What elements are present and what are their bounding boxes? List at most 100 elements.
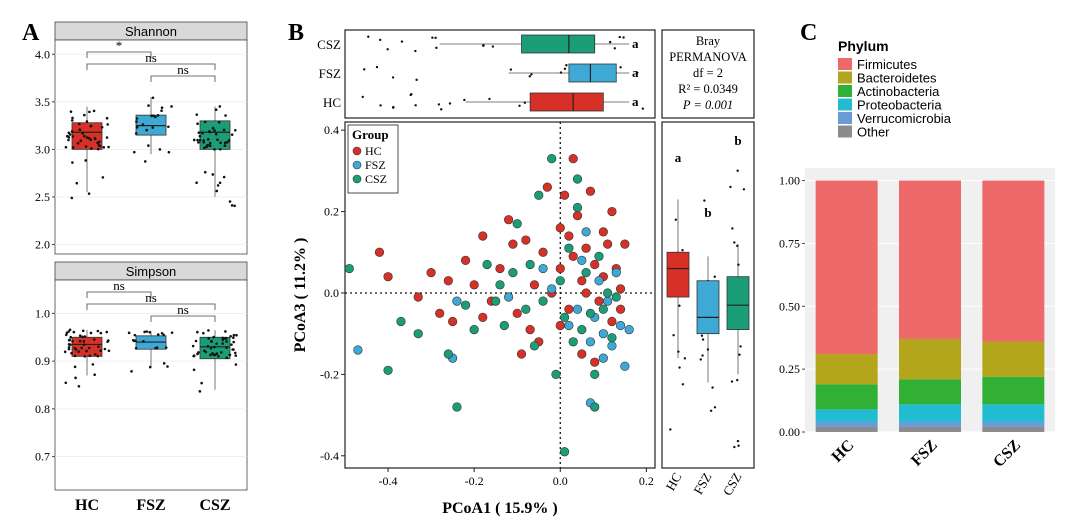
data-point	[219, 351, 223, 354]
data-point	[145, 128, 148, 132]
y-tick-label: 2.0	[35, 237, 50, 251]
data-point	[375, 65, 379, 69]
panel-label-b: B	[288, 20, 304, 46]
data-point	[92, 338, 96, 341]
data-point	[105, 136, 109, 139]
point-hc	[581, 288, 591, 298]
group-letter: a	[632, 65, 639, 80]
data-point	[736, 244, 739, 248]
significance-bracket	[150, 315, 216, 322]
data-point	[448, 102, 452, 105]
point-csz	[559, 312, 570, 322]
data-point	[222, 175, 226, 179]
group-letter: b	[734, 133, 741, 148]
point-fsz	[598, 329, 608, 339]
point-fsz	[538, 263, 548, 274]
significance-bracket	[86, 63, 216, 70]
data-point	[701, 338, 705, 341]
y-tick-label: 1.0	[35, 306, 50, 320]
data-point	[221, 342, 224, 345]
point-hc	[564, 304, 574, 314]
data-point	[74, 376, 77, 380]
data-point	[79, 139, 83, 143]
point-hc	[615, 284, 626, 294]
y-tick-label: -0.2	[320, 367, 339, 381]
box-csz	[726, 276, 750, 330]
data-point	[73, 365, 77, 369]
bar-segment-firmicutes	[982, 180, 1045, 342]
data-point	[154, 115, 157, 119]
data-point	[206, 143, 209, 147]
data-point	[84, 159, 88, 162]
data-point	[107, 339, 110, 342]
data-point	[214, 108, 218, 112]
data-point	[208, 144, 211, 147]
data-point	[192, 368, 196, 372]
data-point	[67, 138, 70, 142]
point-csz	[607, 333, 617, 343]
data-point	[218, 105, 222, 108]
data-point	[437, 103, 441, 106]
data-point	[97, 345, 100, 349]
data-point	[160, 109, 163, 113]
point-hc	[568, 154, 578, 164]
data-point	[681, 383, 685, 386]
data-point	[233, 204, 236, 208]
data-point	[71, 135, 75, 138]
category-label: HC	[323, 95, 341, 110]
point-hc	[555, 320, 565, 331]
box-fsz	[696, 280, 720, 335]
category-label: FSZ	[690, 470, 714, 497]
data-point	[147, 104, 150, 107]
data-point	[135, 120, 138, 123]
data-point	[232, 333, 236, 337]
top-marginal-boxplot: CSZ a FSZ a HC a	[317, 29, 656, 119]
point-csz	[460, 300, 471, 310]
point-csz	[581, 268, 591, 278]
data-point	[731, 227, 734, 230]
point-csz	[598, 304, 608, 314]
data-point	[674, 218, 678, 221]
data-point	[226, 140, 229, 144]
data-point	[198, 138, 202, 142]
bar-segment-verrucomicrobia	[982, 421, 1045, 427]
data-point	[83, 335, 87, 338]
stacked-bar-chart: 0.00 0.25 0.50 0.75 1.00 HC FSZ CSZ Phylum Firmic…	[779, 38, 1055, 471]
data-point	[208, 130, 211, 133]
data-point	[64, 145, 68, 149]
x-axis-label: PCoA1 ( 15.9% )	[442, 500, 558, 517]
data-point	[156, 333, 160, 336]
data-point	[232, 340, 235, 344]
data-point	[64, 333, 68, 337]
data-point	[166, 365, 169, 368]
point-hc	[495, 263, 505, 274]
point-hc	[478, 312, 488, 322]
x-tick-label: HC	[75, 497, 99, 514]
category-label: FSZ	[319, 66, 341, 81]
y-tick-label: 0.8	[35, 402, 50, 416]
bar-segment-firmicutes	[899, 180, 961, 339]
data-point	[217, 121, 221, 124]
data-point	[230, 204, 234, 207]
point-csz	[534, 190, 544, 200]
data-point	[67, 131, 71, 135]
point-fsz	[504, 292, 514, 302]
data-point	[151, 96, 155, 100]
data-point	[530, 73, 533, 76]
data-point	[228, 353, 232, 357]
point-csz	[396, 316, 406, 327]
data-point	[636, 71, 639, 74]
data-point	[196, 330, 199, 334]
stats-box	[661, 29, 755, 119]
data-point	[700, 334, 704, 337]
legend-label-bacteroidetes: Bacteroidetes	[857, 71, 937, 86]
legend-label-firmicutes: Firmicutes	[857, 57, 917, 72]
data-point	[206, 138, 210, 141]
data-point	[361, 95, 364, 99]
legend-label-other: Other	[857, 125, 890, 140]
data-point	[213, 129, 216, 132]
data-point	[83, 113, 86, 117]
y-tick-label: 1.00	[779, 174, 800, 188]
data-point	[135, 117, 139, 120]
